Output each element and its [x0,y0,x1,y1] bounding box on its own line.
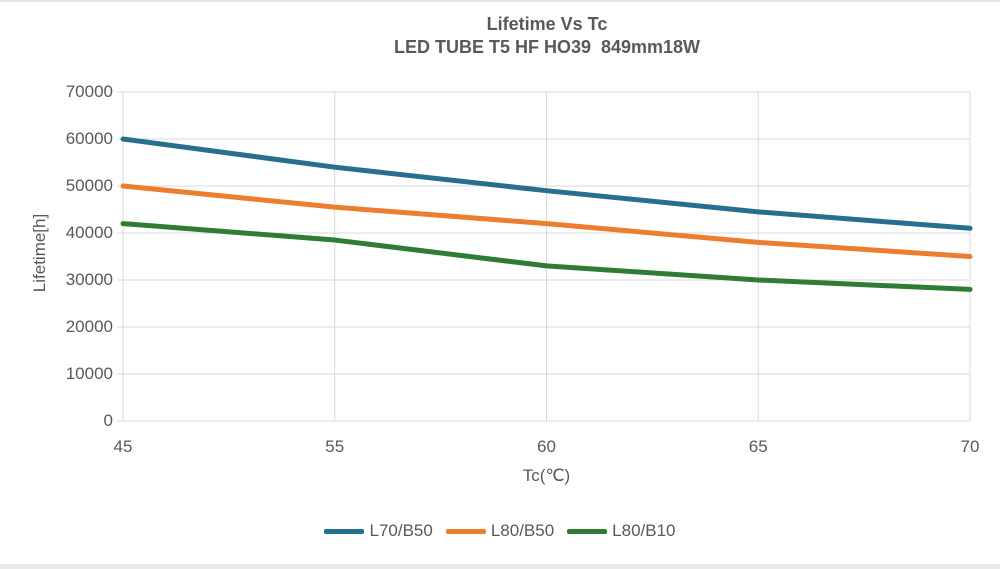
legend-label: L80/B50 [490,521,555,540]
y-axis-tick-labels: 0 10000 20000 30000 40000 50000 60000 70000 [0,0,113,569]
x-axis-title: Tc(℃) [522,466,571,485]
x-tick-label: 70 [960,437,980,456]
series-line-l80-b50 [120,183,973,259]
top-border [0,0,1000,2]
series-line-l70-b50 [120,136,973,231]
chart-subtitle: LED TUBE T5 HF HO39 849mm18W [393,37,701,57]
x-tick-label: 60 [537,437,556,456]
legend-item-l70-b50: L70/B50 [324,521,433,541]
legend-line-swatch [567,528,608,534]
chart-title-block: Lifetime Vs Tc LED TUBE T5 HF HO39 849mm… [100,13,994,59]
legend-item-l80-b50: L80/B50 [445,521,555,541]
legend-item-l80-b10: L80/B10 [567,521,676,541]
legend-line-swatch [445,528,486,534]
y-axis-title: Lifetime[h] [30,213,49,293]
y-tick-label: 20000 [65,317,113,336]
legend-label: L80/B10 [612,521,676,540]
y-tick-label: 70000 [65,82,113,101]
x-tick-label: 65 [748,437,768,456]
y-tick-label: 30000 [65,270,113,289]
y-tick-label: 60000 [65,129,113,148]
chart-title: Lifetime Vs Tc [486,14,608,34]
y-tick-label: 40000 [65,223,113,242]
legend-label: L70/B50 [369,521,433,540]
y-tick-label: 50000 [65,176,113,195]
y-tick-label: 0 [103,411,113,430]
series-line-l80-b10 [120,221,973,292]
chart-legend: L70/B50 L80/B50 L80/B10 [0,521,1000,541]
legend-line-swatch [324,528,365,534]
x-tick-label: 45 [113,437,133,456]
bottom-strip [0,564,1000,569]
y-tick-label: 10000 [65,364,113,383]
x-tick-label: 55 [325,437,345,456]
